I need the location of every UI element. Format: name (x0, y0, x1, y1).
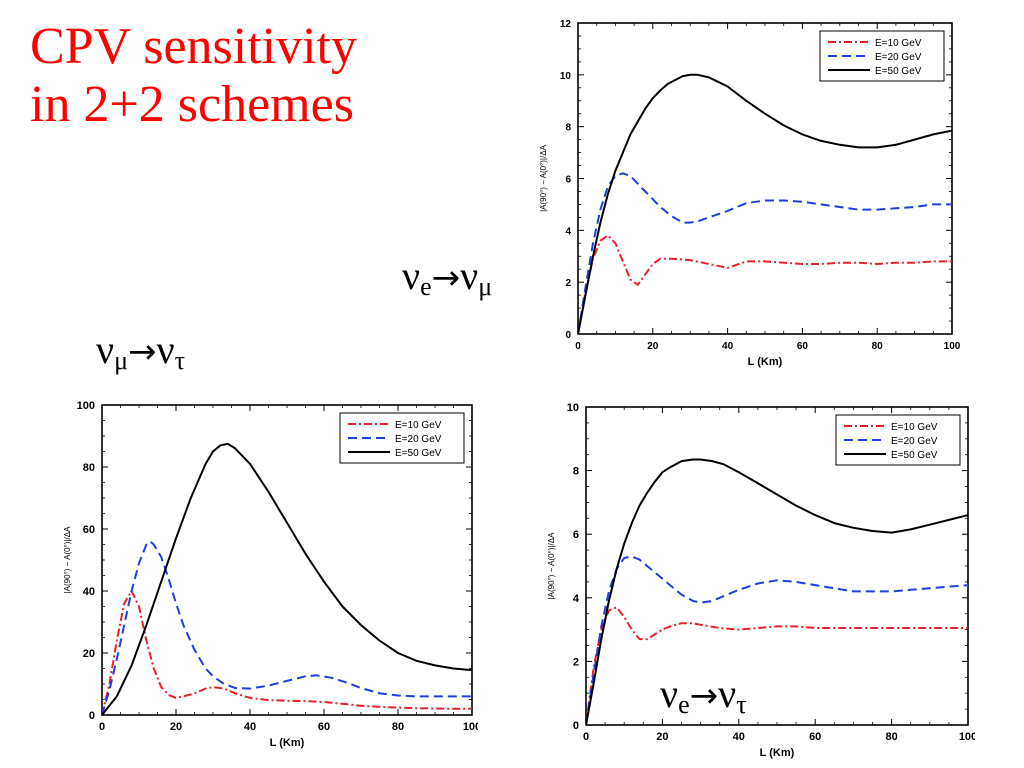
series-line (578, 234, 952, 334)
title-line-2: in 2+2 schemes (30, 76, 354, 133)
y-tick-label: 100 (77, 400, 95, 412)
x-tick-label: 40 (244, 721, 256, 733)
chart-top-right: 0 20 40 60 80 100 0 2 4 6 8 10 12 L (Km) |A(90°) − A(0… (539, 19, 960, 368)
y-tick-label: 4 (573, 593, 580, 605)
x-tick-label: 0 (583, 731, 589, 743)
x-tick-label: 40 (733, 731, 745, 743)
legend-label: E=20 GeV (891, 436, 938, 447)
y-axis-label: |A(90°) − A(0°)|/ΔA (63, 526, 72, 593)
x-axis-label: L (Km) (270, 737, 305, 749)
legend-label: E=10 GeV (891, 422, 938, 433)
y-tick-label: 40 (83, 586, 95, 598)
x-tick-label: 0 (99, 721, 105, 733)
x-tick-label: 60 (797, 341, 809, 352)
y-tick-label: 80 (83, 462, 95, 474)
x-tick-label: 20 (656, 731, 668, 743)
legend-box (339, 412, 465, 464)
arrow-icon: → (431, 258, 461, 298)
legend-label: E=20 GeV (395, 434, 442, 445)
process-label-nue-numu: νe→νμ (402, 252, 492, 302)
series-line (586, 458, 968, 725)
page-title: CPV sensitivity in 2+2 schemes (30, 18, 357, 134)
chart-bottom-right: 0 20 40 60 80 100 0 2 4 6 8 10 L (Km) |A(90°) − A(0°)… (547, 402, 975, 759)
legend-label: E=10 GeV (875, 38, 922, 49)
x-axis-label: L (Km) (748, 356, 783, 368)
legend-box (819, 30, 945, 82)
y-tick-label: 6 (565, 175, 571, 186)
y-tick-label: 0 (89, 710, 95, 722)
x-tick-label: 20 (647, 341, 659, 352)
flavor-subscript: μ (478, 272, 493, 301)
y-tick-label: 6 (573, 529, 579, 541)
x-tick-label: 40 (722, 341, 734, 352)
y-tick-label: 0 (573, 720, 579, 732)
series-group (102, 442, 472, 715)
title-line-1: CPV sensitivity (30, 18, 358, 75)
y-tick-label: 10 (567, 402, 579, 414)
y-tick-label: 4 (565, 226, 571, 237)
series-line (586, 606, 968, 725)
series-line (578, 73, 952, 334)
x-tick-label: 0 (575, 341, 581, 352)
x-tick-label: 80 (392, 721, 404, 733)
x-tick-label: 60 (809, 731, 821, 743)
flavor-subscript: τ (736, 690, 747, 719)
series-group (578, 73, 952, 334)
y-tick-label: 8 (573, 466, 579, 478)
legend-label: E=20 GeV (875, 52, 922, 63)
chart-bottom-left: 0 20 40 60 80 100 0 20 40 60 80 100 L (Km) |A(90°) − … (63, 400, 478, 749)
y-tick-label: 12 (560, 19, 572, 30)
legend-label: E=10 GeV (395, 420, 442, 431)
series-group (586, 458, 968, 725)
process-label-numu-nutau: νμ→ντ (96, 326, 185, 376)
y-tick-label: 2 (573, 656, 579, 668)
y-axis-label: |A(90°) − A(0°)|/ΔA (547, 532, 556, 599)
y-tick-label: 2 (565, 278, 571, 289)
arrow-icon: → (689, 676, 719, 716)
series-line (102, 442, 472, 715)
nu-symbol: ν (660, 671, 679, 716)
nu-symbol: ν (96, 327, 115, 372)
series-line (578, 172, 952, 334)
flavor-subscript: e (420, 272, 432, 301)
legend-label: E=50 GeV (395, 448, 442, 459)
flavor-subscript: μ (114, 346, 129, 375)
y-tick-label: 20 (83, 648, 95, 660)
x-tick-label: 60 (318, 721, 330, 733)
flavor-subscript: e (678, 690, 690, 719)
y-tick-label: 0 (565, 330, 571, 341)
nu-symbol: ν (402, 253, 421, 298)
nu-symbol: ν (718, 671, 737, 716)
series-line (102, 590, 472, 715)
legend-box (835, 414, 961, 466)
series-line (102, 540, 472, 715)
series-line (586, 555, 968, 725)
process-label-nue-nutau: νe→ντ (660, 670, 747, 720)
x-tick-label: 20 (170, 721, 182, 733)
y-tick-label: 8 (565, 123, 571, 134)
nu-symbol: ν (460, 253, 479, 298)
nu-symbol: ν (156, 327, 175, 372)
y-tick-label: 10 (560, 71, 572, 82)
x-tick-label: 100 (463, 721, 478, 733)
flavor-subscript: τ (174, 346, 186, 375)
legend-label: E=50 GeV (875, 66, 922, 77)
arrow-icon: → (128, 332, 157, 372)
x-tick-label: 80 (872, 341, 884, 352)
x-tick-label: 100 (944, 341, 960, 352)
y-tick-label: 60 (83, 524, 95, 536)
x-tick-label: 100 (959, 731, 975, 743)
y-axis-label: |A(90°) − A(0°)|/ΔA (539, 144, 548, 211)
x-tick-label: 80 (885, 731, 897, 743)
x-axis-label: L (Km) (760, 747, 795, 759)
legend-label: E=50 GeV (891, 450, 938, 461)
